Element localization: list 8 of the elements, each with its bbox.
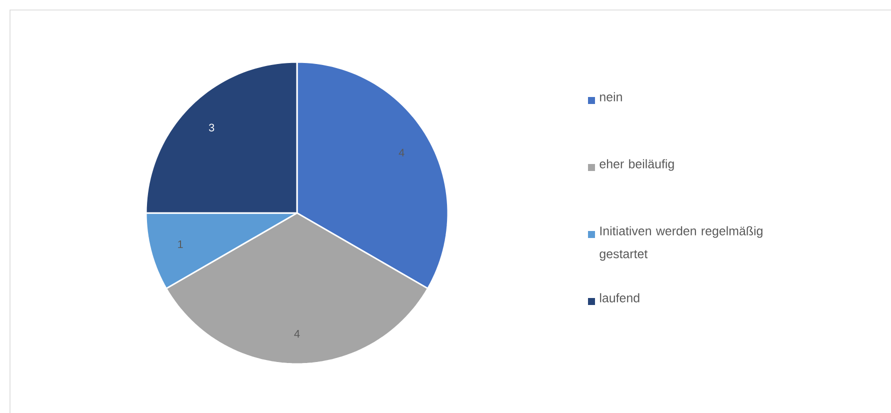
legend-label: eher beiläufig xyxy=(600,159,674,171)
data-label: 3 xyxy=(208,124,214,132)
data-label: 4 xyxy=(398,148,404,156)
legend-label: laufend xyxy=(600,293,640,302)
legend-label: Initiativen werden regelmäßig gestartet xyxy=(600,226,762,261)
legend-label: nein xyxy=(600,92,622,102)
data-label: 4 xyxy=(294,330,300,338)
data-label: 1 xyxy=(178,240,183,248)
